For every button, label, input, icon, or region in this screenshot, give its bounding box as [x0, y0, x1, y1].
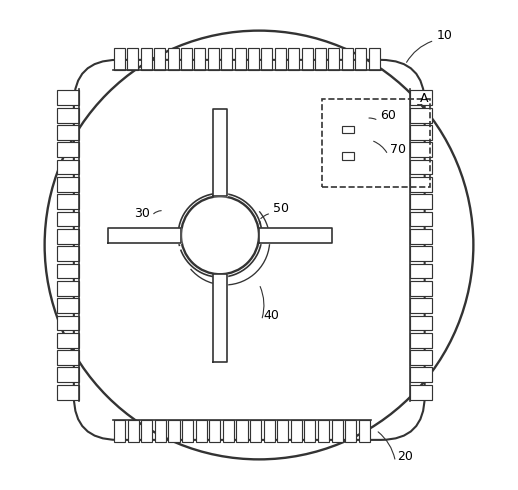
Bar: [315, 48, 326, 70]
Bar: [181, 48, 192, 70]
Bar: [410, 298, 432, 313]
Bar: [250, 420, 261, 442]
Bar: [410, 177, 432, 192]
Bar: [182, 420, 193, 442]
Bar: [57, 281, 79, 296]
Bar: [248, 48, 259, 70]
Bar: [342, 125, 354, 133]
Bar: [318, 420, 329, 442]
Bar: [168, 420, 180, 442]
Bar: [57, 194, 79, 209]
Text: 60: 60: [380, 109, 396, 122]
Bar: [57, 264, 79, 278]
Bar: [57, 160, 79, 174]
Bar: [410, 350, 432, 365]
Bar: [236, 420, 248, 442]
Bar: [410, 246, 432, 261]
Bar: [57, 177, 79, 192]
Text: 70: 70: [390, 144, 406, 156]
Polygon shape: [213, 109, 227, 196]
Bar: [141, 48, 152, 70]
Bar: [410, 229, 432, 244]
Bar: [154, 48, 165, 70]
Bar: [277, 420, 289, 442]
Bar: [410, 281, 432, 296]
Bar: [328, 48, 339, 70]
Bar: [322, 99, 429, 187]
Bar: [57, 125, 79, 140]
Bar: [223, 420, 234, 442]
Bar: [410, 125, 432, 140]
Bar: [301, 48, 312, 70]
Bar: [57, 246, 79, 261]
Bar: [358, 420, 370, 442]
Bar: [410, 385, 432, 400]
Bar: [57, 333, 79, 348]
Bar: [332, 420, 343, 442]
Bar: [235, 48, 246, 70]
Bar: [410, 264, 432, 278]
Bar: [208, 48, 219, 70]
Bar: [262, 48, 272, 70]
Bar: [221, 48, 232, 70]
Text: 10: 10: [436, 29, 452, 42]
Bar: [114, 48, 125, 70]
Bar: [57, 368, 79, 382]
Bar: [410, 90, 432, 105]
Bar: [57, 142, 79, 157]
Text: A: A: [421, 92, 429, 105]
Bar: [342, 48, 353, 70]
Bar: [57, 316, 79, 330]
Bar: [410, 142, 432, 157]
Polygon shape: [108, 228, 181, 243]
Bar: [155, 420, 166, 442]
Bar: [196, 420, 207, 442]
Bar: [57, 212, 79, 226]
Bar: [275, 48, 286, 70]
Bar: [114, 420, 125, 442]
Bar: [57, 350, 79, 365]
Bar: [57, 108, 79, 122]
Text: 40: 40: [263, 309, 279, 322]
Bar: [209, 420, 220, 442]
Bar: [194, 48, 206, 70]
Bar: [288, 48, 299, 70]
Bar: [57, 229, 79, 244]
Bar: [57, 298, 79, 313]
Bar: [342, 152, 354, 160]
Text: 30: 30: [134, 207, 150, 220]
Bar: [410, 160, 432, 174]
Bar: [168, 48, 179, 70]
Bar: [127, 420, 139, 442]
Circle shape: [181, 196, 259, 274]
Bar: [410, 368, 432, 382]
Text: 20: 20: [397, 450, 413, 464]
Bar: [410, 194, 432, 209]
Bar: [127, 48, 138, 70]
Bar: [264, 420, 275, 442]
Polygon shape: [259, 228, 332, 243]
Bar: [369, 48, 380, 70]
Bar: [355, 48, 366, 70]
Bar: [410, 212, 432, 226]
Polygon shape: [213, 274, 227, 362]
Bar: [410, 316, 432, 330]
Bar: [304, 420, 315, 442]
Bar: [345, 420, 356, 442]
Bar: [410, 108, 432, 122]
Bar: [291, 420, 302, 442]
Bar: [57, 385, 79, 400]
Bar: [141, 420, 152, 442]
Bar: [57, 90, 79, 105]
Text: 50: 50: [273, 202, 289, 215]
Bar: [410, 333, 432, 348]
